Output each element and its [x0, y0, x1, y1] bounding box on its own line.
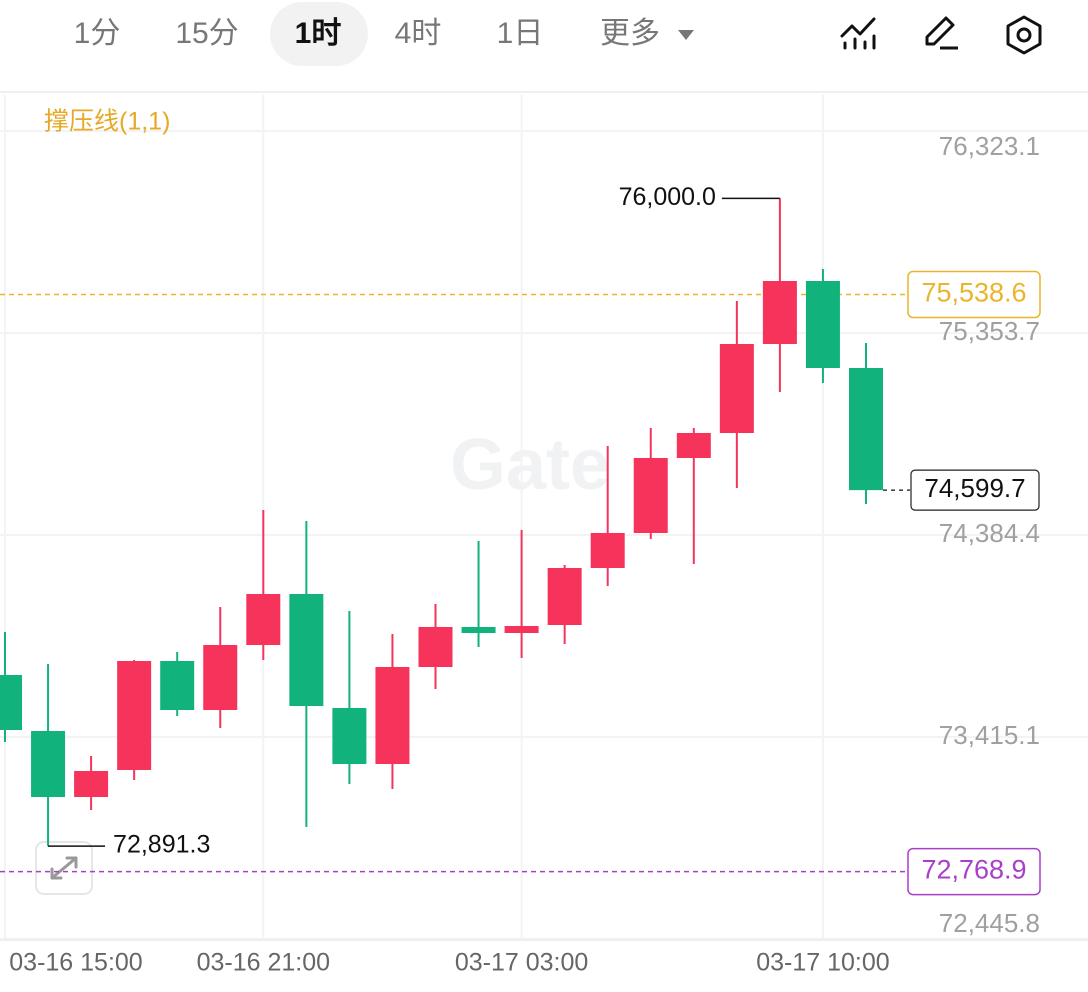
timeframe-tab[interactable]: 1分 [74, 17, 121, 50]
candle-body [805, 281, 840, 368]
candle-body [547, 568, 582, 625]
timeframe-tab[interactable]: 15分 [175, 17, 238, 50]
candle-body [418, 627, 453, 667]
price-line-label: 72,768.9 [921, 855, 1026, 885]
candle-body [849, 368, 883, 491]
candle-body [676, 433, 711, 458]
low-label: 72,891.3 [113, 831, 210, 859]
expand-button[interactable] [35, 841, 93, 895]
y-tick-label: 72,445.8 [939, 908, 1040, 938]
candle-body [203, 645, 238, 710]
price-line-box [907, 270, 1041, 319]
candle-body [719, 344, 754, 433]
x-tick-label: 03-16 15:00 [9, 949, 142, 977]
candle-body [590, 533, 625, 568]
y-tick-label: 73,415.1 [939, 720, 1040, 750]
selected-tab-pill [270, 2, 368, 66]
more-caret[interactable] [678, 30, 694, 40]
timeframe-tab[interactable]: 更多 [600, 17, 660, 50]
timeframe-tab[interactable]: 4时 [395, 17, 442, 50]
timeframe-tab[interactable]: 1时 [295, 17, 342, 50]
y-tick-label: 74,384.4 [939, 518, 1040, 548]
settings-icon[interactable] [1006, 15, 1042, 55]
candle-body [31, 731, 66, 797]
indicator-label: 撑压线(1,1) [44, 108, 170, 136]
candle-body [461, 627, 496, 633]
draw-icon[interactable] [925, 16, 958, 50]
price-line-label: 75,538.6 [921, 278, 1026, 308]
y-tick-label: 76,323.1 [939, 131, 1040, 161]
price-line-box [907, 847, 1041, 896]
y-tick-label: 75,353.7 [939, 316, 1040, 346]
x-tick-label: 03-17 10:00 [756, 949, 889, 977]
candle-body [375, 667, 410, 764]
candle-body [332, 708, 367, 764]
indicator-icon[interactable] [840, 17, 876, 50]
candle-body [117, 661, 152, 770]
x-tick-label: 03-16 21:00 [197, 949, 330, 977]
watermark: Gate [450, 425, 610, 505]
candle-body [633, 458, 668, 533]
candle-body [289, 594, 324, 706]
last-price-box [910, 469, 1040, 511]
high-label: 76,000.0 [619, 183, 716, 211]
last-price-label: 74,599.7 [924, 473, 1025, 503]
candle-body [0, 675, 22, 730]
timeframe-tab[interactable]: 1日 [497, 17, 544, 50]
x-tick-label: 03-17 03:00 [455, 949, 588, 977]
candle-body [762, 281, 797, 344]
candle-body [504, 626, 539, 633]
candle-body [160, 661, 195, 710]
candle-body [246, 594, 281, 645]
candle-body [74, 771, 109, 797]
